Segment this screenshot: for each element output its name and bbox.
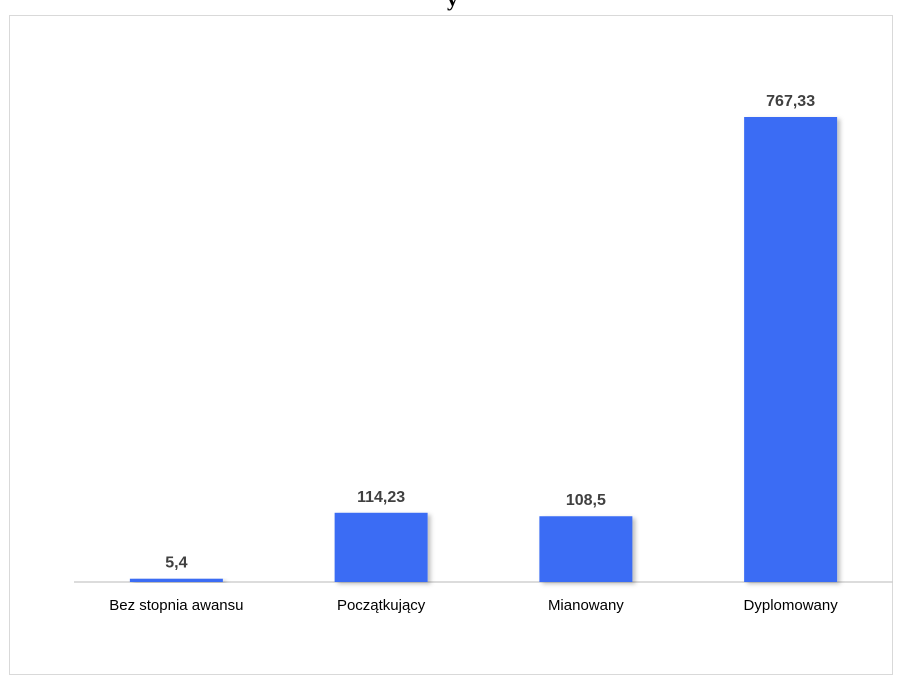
bar	[334, 512, 428, 582]
data-label: 5,4	[165, 555, 187, 572]
bar	[539, 516, 633, 582]
data-label: 108,5	[566, 492, 606, 509]
x-tick-label: Bez stopnia awansu	[109, 597, 243, 614]
data-label: 767,33	[766, 93, 815, 110]
x-tick-label: Dyplomowany	[744, 597, 839, 614]
chart-title-fragment: y	[0, 0, 905, 12]
bar	[129, 578, 223, 582]
x-tick-label: Mianowany	[548, 597, 624, 614]
bar	[744, 117, 838, 582]
data-label: 114,23	[357, 489, 405, 506]
x-tick-label: Początkujący	[337, 597, 426, 614]
bar-chart: 5,4 Bez stopnia awansu 114,23 Początkujący 1…	[74, 93, 893, 614]
